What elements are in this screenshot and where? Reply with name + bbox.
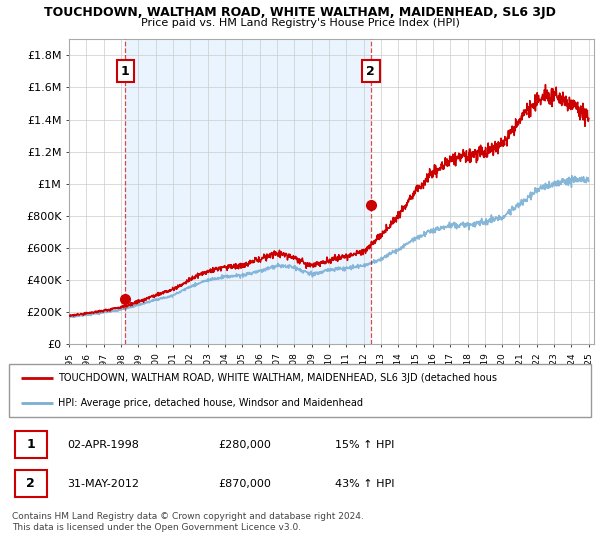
Text: TOUCHDOWN, WALTHAM ROAD, WHITE WALTHAM, MAIDENHEAD, SL6 3JD: TOUCHDOWN, WALTHAM ROAD, WHITE WALTHAM, … xyxy=(44,6,556,18)
Text: 31-MAY-2012: 31-MAY-2012 xyxy=(67,479,139,488)
Text: 15% ↑ HPI: 15% ↑ HPI xyxy=(335,440,394,450)
Text: TOUCHDOWN, WALTHAM ROAD, WHITE WALTHAM, MAIDENHEAD, SL6 3JD (detached hous: TOUCHDOWN, WALTHAM ROAD, WHITE WALTHAM, … xyxy=(58,373,497,383)
Text: 2: 2 xyxy=(26,477,35,490)
Text: £280,000: £280,000 xyxy=(218,440,271,450)
Text: 43% ↑ HPI: 43% ↑ HPI xyxy=(335,479,394,488)
Text: 1: 1 xyxy=(26,438,35,451)
Text: 1: 1 xyxy=(121,65,130,78)
Text: Price paid vs. HM Land Registry's House Price Index (HPI): Price paid vs. HM Land Registry's House … xyxy=(140,18,460,28)
Text: £870,000: £870,000 xyxy=(218,479,271,488)
Bar xyxy=(125,39,371,344)
Text: 2: 2 xyxy=(367,65,375,78)
Text: HPI: Average price, detached house, Windsor and Maidenhead: HPI: Average price, detached house, Wind… xyxy=(58,398,364,408)
Text: Contains HM Land Registry data © Crown copyright and database right 2024.
This d: Contains HM Land Registry data © Crown c… xyxy=(12,512,364,532)
FancyBboxPatch shape xyxy=(9,364,591,417)
Text: 02-APR-1998: 02-APR-1998 xyxy=(67,440,139,450)
FancyBboxPatch shape xyxy=(15,431,47,458)
FancyBboxPatch shape xyxy=(15,470,47,497)
